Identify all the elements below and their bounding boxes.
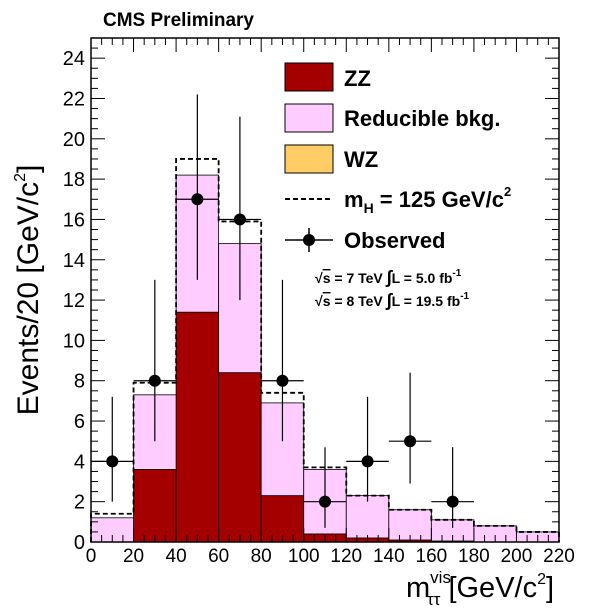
x-tick-label: 120 bbox=[330, 546, 362, 567]
x-axis-label: mvis ττ [GeV/c2] bbox=[406, 568, 554, 609]
legend-item-reducible: Reducible bkg. bbox=[284, 103, 500, 133]
x-tick-label: 140 bbox=[373, 546, 405, 567]
y-tick-label: 8 bbox=[74, 371, 85, 393]
x-tick-label: 100 bbox=[288, 546, 320, 567]
observed-point-90 bbox=[276, 374, 289, 387]
signal-line bbox=[90, 158, 560, 542]
observed-point-70 bbox=[233, 213, 246, 226]
y-tick-label: 6 bbox=[74, 411, 85, 433]
legend-swatch-reducible bbox=[284, 103, 334, 133]
y-tick-label: 24 bbox=[63, 48, 85, 70]
legend-item-wz: WZ bbox=[284, 144, 378, 174]
lumi-line-8tev: √s = 8 TeV ∫L = 19.5 fb-1 bbox=[315, 290, 470, 310]
y-tick-label: 22 bbox=[63, 88, 85, 110]
legend-swatch-wz bbox=[284, 144, 334, 174]
bar-zz-20 bbox=[133, 469, 177, 543]
y-axis-label-close: ] bbox=[12, 165, 45, 173]
x-axis-label-unit: [GeV/c bbox=[440, 572, 537, 604]
y-axis-label: Events/20 [GeV/c2] bbox=[12, 165, 45, 416]
y-tick-label: 12 bbox=[63, 290, 85, 312]
legend-item-signal: mH = 125 GeV/c2 bbox=[285, 184, 511, 216]
observed-point-30 bbox=[148, 374, 161, 387]
x-tick-label: 60 bbox=[208, 546, 229, 567]
legend-swatch-observed-marker bbox=[303, 234, 315, 246]
x-axis: 0 20 40 60 80 100 120 140 160 180 200 220 bbox=[86, 38, 575, 567]
y-tick-label: 10 bbox=[63, 330, 85, 352]
y-tick-label: 16 bbox=[63, 209, 85, 231]
chart-title: CMS Preliminary bbox=[103, 10, 254, 31]
legend-label-observed: Observed bbox=[344, 228, 446, 253]
bar-zz-40 bbox=[175, 311, 220, 543]
legend-swatch-zz bbox=[284, 62, 334, 92]
observed-point-150 bbox=[404, 435, 417, 448]
x-tick-label: 40 bbox=[166, 546, 187, 567]
legend: ZZ Reducible bkg. WZ mH = 125 GeV/c2 Obs… bbox=[284, 62, 511, 253]
lumi-annotation: √s = 7 TeV ∫L = 5.0 fb-1 √s = 8 TeV ∫L =… bbox=[315, 267, 470, 310]
observed-point-50 bbox=[191, 193, 204, 206]
y-tick-label: 4 bbox=[74, 451, 85, 473]
x-tick-label: 20 bbox=[123, 546, 144, 567]
y-tick-label: 18 bbox=[63, 169, 85, 191]
y-tick-label: 0 bbox=[74, 532, 85, 554]
y-axis-label-sup: 2 bbox=[12, 173, 29, 182]
x-tick-label: 200 bbox=[501, 546, 533, 567]
observed-point-10 bbox=[106, 455, 119, 468]
lumi-line-7tev: √s = 7 TeV ∫L = 5.0 fb-1 bbox=[315, 267, 462, 287]
observed-points bbox=[91, 94, 474, 528]
legend-item-observed: Observed bbox=[285, 228, 446, 253]
legend-label-zz: ZZ bbox=[344, 66, 371, 91]
y-axis-label-main: Events/20 [GeV/c bbox=[12, 182, 45, 415]
x-tick-label: 80 bbox=[251, 546, 272, 567]
x-axis-label-sup: vis bbox=[430, 568, 451, 587]
bar-reducible-bkg--140 bbox=[388, 509, 432, 541]
stacked-histograms bbox=[90, 174, 560, 543]
x-axis-label-sub: ττ bbox=[427, 590, 441, 609]
observed-point-170 bbox=[446, 495, 459, 508]
y-tick-label: 2 bbox=[74, 492, 85, 514]
x-tick-label: 220 bbox=[543, 546, 575, 567]
x-axis-label-close: ] bbox=[546, 572, 554, 604]
bar-reducible-bkg--120 bbox=[345, 495, 390, 539]
x-axis-label-main: m bbox=[406, 572, 430, 604]
signal-histogram bbox=[90, 158, 560, 542]
observed-point-130 bbox=[361, 455, 374, 468]
x-tick-label: 0 bbox=[86, 546, 97, 567]
y-tick-label: 14 bbox=[63, 250, 85, 272]
x-tick-label: 160 bbox=[416, 546, 448, 567]
x-axis-label-unit-sup: 2 bbox=[537, 571, 546, 588]
observed-point-110 bbox=[319, 495, 331, 508]
x-tick-label: 180 bbox=[458, 546, 490, 567]
bar-zz-60 bbox=[218, 372, 262, 543]
legend-label-reducible: Reducible bkg. bbox=[344, 106, 500, 131]
legend-label-wz: WZ bbox=[344, 147, 378, 172]
y-tick-label: 20 bbox=[63, 129, 85, 151]
legend-label-signal: mH = 125 GeV/c2 bbox=[344, 184, 511, 216]
legend-item-zz: ZZ bbox=[284, 62, 371, 92]
